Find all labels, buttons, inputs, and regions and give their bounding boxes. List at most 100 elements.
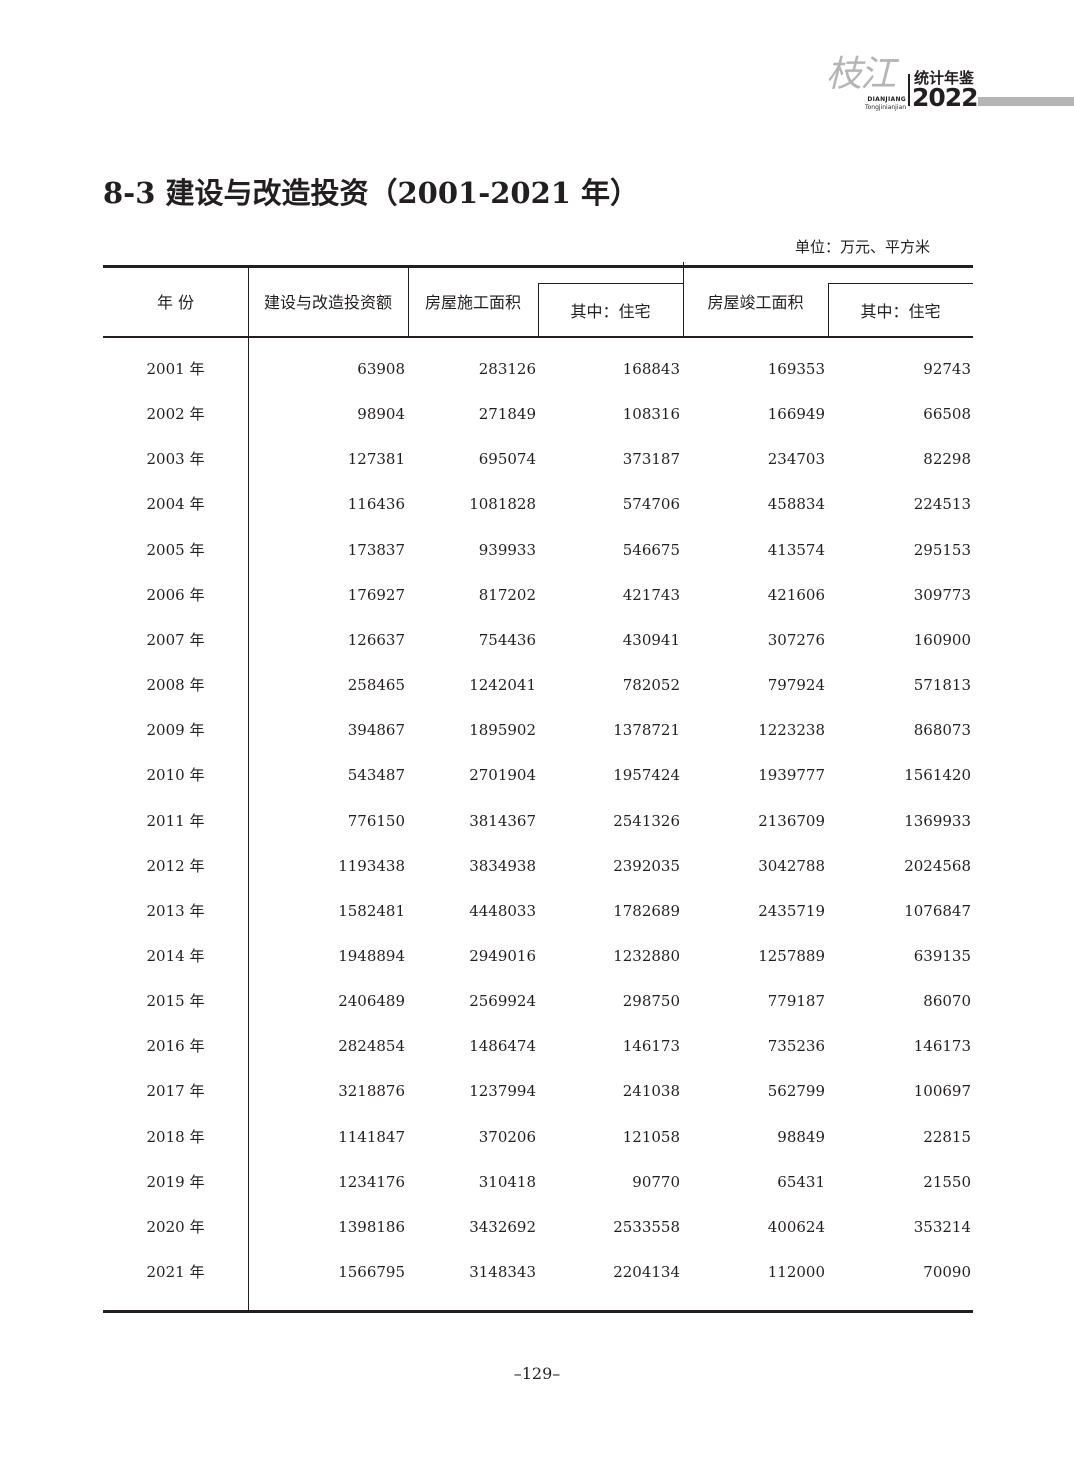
table-cell: 241038 [622,1082,680,1101]
table-top-rule [103,265,973,268]
table-cell: 1561420 [904,766,971,785]
table-cell: 82298 [923,450,971,469]
table-cell: 695074 [478,450,536,469]
table-cell: 779187 [767,992,825,1011]
table-cell: 430941 [622,630,680,649]
unit-label: 单位：万元、平方米 [795,238,931,256]
row-year: 2014 年 [146,946,205,965]
row-year: 2012 年 [146,856,205,875]
table-cell: 100697 [913,1082,971,1101]
table-cell: 3148343 [469,1263,536,1281]
table-cell: 295153 [913,540,971,559]
table-cell: 2569924 [469,992,536,1011]
table-cell: 2533558 [613,1217,680,1236]
row-year: 2015 年 [146,992,205,1011]
table-cell: 1223238 [758,721,825,740]
table-cell: 98904 [357,405,405,424]
table-cell: 168843 [622,360,680,378]
table-cell: 1939777 [758,766,825,785]
table-cell: 3218876 [338,1082,405,1101]
table-cell: 166949 [767,405,825,424]
table-cell: 571813 [913,676,971,695]
table-cell: 797924 [767,676,825,695]
table-cell: 1234176 [338,1172,405,1191]
table-cell: 394867 [347,721,405,740]
table-cell: 574706 [622,495,680,514]
table-cell: 413574 [767,540,825,559]
table-cell: 373187 [622,450,680,469]
logo-title: 统计年鉴 [914,69,975,87]
column-divider [538,283,539,337]
column-header: 其中：住宅 [570,301,651,321]
table-cell: 126637 [347,630,405,649]
row-year: 2007 年 [146,630,205,649]
column-header: 房屋竣工面积 [707,293,804,312]
table-cell: 2406489 [338,992,405,1011]
table-cell: 1566795 [338,1263,405,1281]
table-cell: 2024568 [904,856,971,875]
table-cell: 546675 [622,540,680,559]
row-year: 2002 年 [146,405,205,424]
table-cell: 1193438 [338,856,405,875]
subheader-rule [828,283,973,284]
table-cell: 3042788 [758,856,825,875]
column-header: 房屋施工面积 [424,293,521,312]
table-cell: 754436 [478,630,536,649]
table-cell: 146173 [622,1037,680,1056]
table-cell: 421743 [622,585,680,604]
table-cell: 283126 [478,360,536,378]
table-cell: 86070 [923,992,971,1011]
table-cell: 1369933 [904,811,971,830]
logo-divider [908,74,910,106]
table-cell: 2136709 [758,811,825,830]
table-cell: 21550 [923,1172,971,1191]
table-cell: 1782689 [613,901,680,920]
table-cell: 169353 [767,360,825,378]
table-bottom-rule [103,1310,973,1313]
table-cell: 1237994 [469,1082,536,1101]
row-year: 2005 年 [146,540,205,559]
table-cell: 116436 [347,495,405,514]
table-cell: 90770 [632,1172,680,1191]
column-divider [828,283,829,337]
table-cell: 70090 [923,1263,971,1281]
table-cell: 271849 [478,405,536,424]
column-divider [248,266,249,1312]
table-cell: 1242041 [469,676,536,695]
table-cell: 98849 [777,1127,825,1146]
table-cell: 22815 [923,1127,971,1146]
table-cell: 112000 [767,1263,825,1281]
table-cell: 776150 [347,811,405,830]
row-year: 2008 年 [146,676,205,695]
page-title: 8-3 建设与改造投资（2001-2021 年） [103,176,640,210]
table-cell: 421606 [767,585,825,604]
table-cell: 1486474 [469,1037,536,1056]
table-cell: 234703 [767,450,825,469]
column-header: 其中：住宅 [860,301,941,321]
table-cell: 1076847 [904,901,971,920]
table-cell: 66508 [923,405,971,424]
table-cell: 1257889 [758,946,825,965]
table-cell: 1378721 [613,721,680,740]
table-cell: 2541326 [613,811,680,830]
table-cell: 353214 [913,1217,971,1236]
table-cell: 258465 [347,676,405,695]
table-cell: 3834938 [469,856,536,875]
table-cell: 1957424 [613,766,680,785]
logo-pinyin-sub: Tongjinianjian [864,104,906,111]
column-divider [683,262,684,337]
column-divider [408,266,409,337]
table-cell: 65431 [777,1172,825,1191]
page-number: –129– [513,1364,561,1383]
row-year: 2021 年 [146,1263,205,1281]
row-year: 2019 年 [146,1172,205,1191]
header-bottom-rule [103,336,973,338]
row-year: 2011 年 [146,811,205,830]
table-cell: 146173 [913,1037,971,1056]
table-cell: 639135 [913,946,971,965]
table-cell: 173837 [347,540,405,559]
table-cell: 370206 [478,1127,536,1146]
table-cell: 92743 [923,360,971,378]
row-year: 2016 年 [146,1037,205,1056]
header-strip [978,97,1074,106]
